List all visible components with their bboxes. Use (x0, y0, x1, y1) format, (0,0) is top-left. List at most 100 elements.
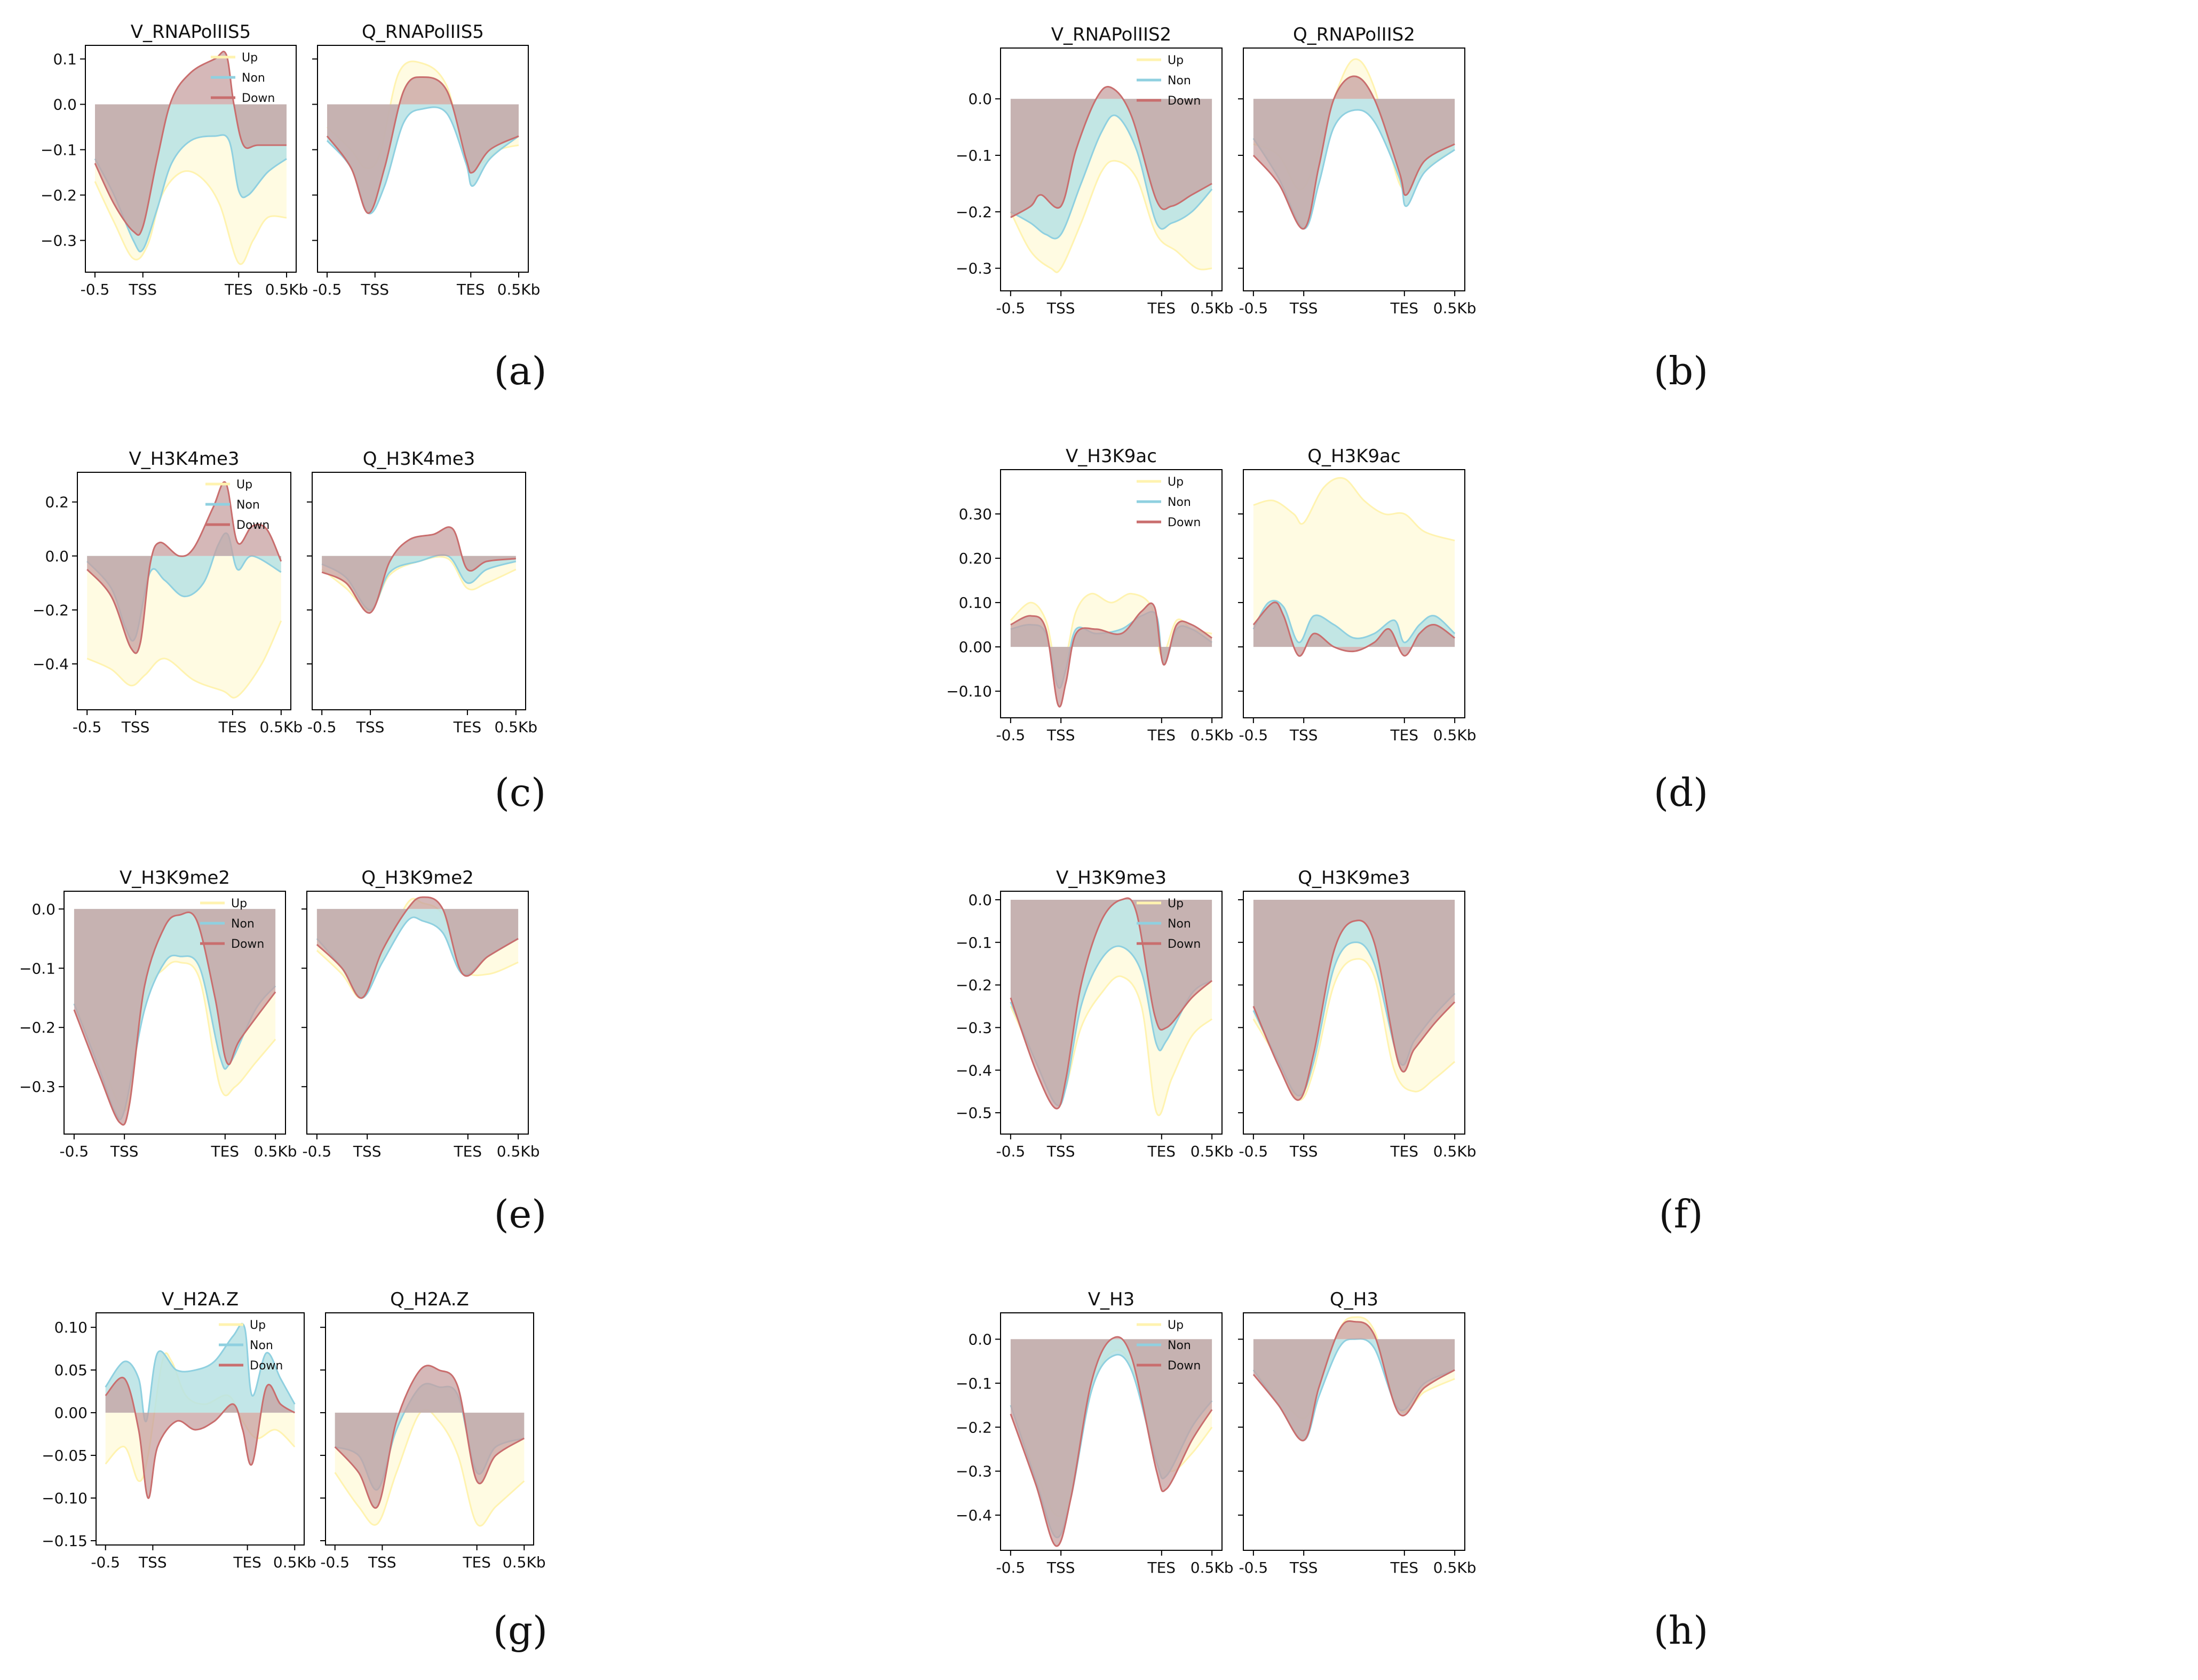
x-tick-label: -0.5 (60, 1143, 89, 1160)
panel-V_RNAPolIIS5: V_RNAPolIIS5 -0.5 TSS TES 0.5Kb 0.1 0.0 −0.1 −0.… (41, 21, 308, 298)
x-tick-label: TES (1147, 726, 1176, 744)
y-tick-label: −0.3 (41, 232, 77, 250)
panel-V_H3: V_H3 -0.5 TSS TES 0.5Kb 0.0 −0.1 −0.2 −0.3 −0.4 Up… (956, 1289, 1233, 1576)
y-tick-label: −0.4 (956, 1061, 992, 1079)
axes-frame (1000, 1312, 1223, 1551)
area-down (1010, 1337, 1212, 1547)
area-down (327, 77, 519, 213)
x-tick-label: 0.5Kb (497, 1143, 540, 1160)
y-tick-label: 0.10 (54, 1319, 88, 1336)
legend: Up Non Down (1137, 1319, 1201, 1373)
legend-label-down: Down (1168, 516, 1201, 529)
panel-title: V_H2A.Z (162, 1289, 239, 1310)
panel-title: V_H3 (1088, 1289, 1134, 1310)
panel-Q_H3K9ac: Q_H3K9ac -0.5 TSS TES 0.5Kb (1238, 446, 1476, 744)
line-non (1252, 599, 1456, 644)
line-down (316, 896, 519, 999)
panel-V_RNAPolIIS2: V_RNAPolIIS2 -0.5 TSS TES 0.5Kb 0.0 −0.1 −0.2 −0… (956, 24, 1233, 317)
x-tick-label: TSS (1046, 1143, 1075, 1160)
x-tick-label: -0.5 (996, 1559, 1026, 1576)
x-tick-label: 0.5Kb (1191, 299, 1234, 317)
x-tick-label: 0.5Kb (1433, 726, 1477, 744)
x-tick-label: TES (211, 1143, 240, 1160)
axes-frame (317, 45, 529, 273)
legend-label-down: Down (236, 519, 269, 532)
y-tick-label: −0.3 (956, 1019, 992, 1036)
line-down (1010, 1336, 1213, 1547)
x-tick-label: TSS (368, 1554, 396, 1571)
area-down (1253, 900, 1455, 1100)
area-down (335, 1365, 525, 1508)
axes-frame (306, 891, 529, 1135)
x-tick-label: -0.5 (320, 1554, 350, 1571)
legend: Up Non Down (219, 1319, 283, 1373)
y-tick-label: 0.0 (53, 96, 77, 114)
axes-frame (1000, 891, 1223, 1135)
line-up (94, 170, 287, 265)
y-tick-label: 0.0 (31, 900, 55, 918)
y-tick-label: 0.0 (968, 891, 992, 909)
panel-title: Q_H3K9me3 (1298, 867, 1410, 889)
axes-frame (64, 891, 286, 1135)
x-tick-label: TES (218, 718, 247, 736)
legend-label-down: Down (1168, 1359, 1201, 1373)
legend-label-non: Non (1168, 74, 1191, 88)
subfigure-label: (c) (495, 770, 546, 815)
x-tick-label: TSS (1046, 1559, 1075, 1576)
line-down (334, 1365, 525, 1509)
x-tick-label: TES (462, 1554, 491, 1571)
x-tick-label: -0.5 (81, 281, 110, 298)
line-down (1252, 601, 1455, 657)
legend-label-down: Down (1168, 94, 1201, 108)
legend: Up Non Down (1137, 476, 1201, 529)
area-down (1253, 76, 1455, 229)
panel-title: Q_H3K9me2 (361, 867, 474, 889)
line-down (105, 1376, 296, 1499)
x-tick-label: 0.5Kb (1433, 299, 1477, 317)
legend-label-non: Non (1168, 496, 1191, 509)
panel-title: Q_H2A.Z (390, 1289, 469, 1310)
subfigure-label: (e) (494, 1192, 547, 1237)
line-down (1010, 603, 1212, 708)
x-tick-label: TSS (1046, 726, 1075, 744)
legend-label-up: Up (231, 897, 247, 910)
legend-label-up: Up (1168, 1319, 1184, 1332)
x-tick-label: 0.5Kb (1433, 1559, 1477, 1576)
panel-V_H3K9ac: V_H3K9ac -0.5 TSS TES 0.5Kb 0.30 0.20 0.10 0.00 −… (946, 446, 1233, 744)
legend-label-up: Up (250, 1319, 266, 1332)
panel-Q_H3: Q_H3 -0.5 TSS TES 0.5Kb (1238, 1289, 1476, 1576)
chart-6: V_H2A.Z -0.5 TSS TES 0.5Kb 0.10 0.05 0.00 −0.05 −… (42, 1289, 547, 1653)
panel-Q_H3K4me3: Q_H3K4me3 -0.5 TSS TES 0.5Kb (307, 448, 537, 736)
area-non (105, 1324, 295, 1422)
legend-label-non: Non (250, 1339, 273, 1352)
panel-V_H3K9me3: V_H3K9me3 -0.5 TSS TES 0.5Kb 0.0 −0.1 −0.2 −0.3 −… (956, 867, 1233, 1160)
y-tick-label: −0.2 (19, 1019, 55, 1036)
subfigure-label: (h) (1654, 1608, 1709, 1653)
panel-title: V_H3K9me3 (1056, 867, 1167, 889)
axes-frame (1243, 47, 1465, 291)
area-down (1010, 898, 1212, 1109)
x-tick-label: -0.5 (91, 1554, 120, 1571)
x-tick-label: 0.5Kb (273, 1554, 316, 1571)
y-tick-label: −0.2 (33, 601, 69, 619)
x-tick-label: TES (233, 1554, 261, 1571)
panel-V_H3K9me2: V_H3K9me2 -0.5 TSS TES 0.5Kb 0.0 −0.1 −0.2 −0.3 U… (19, 867, 297, 1160)
chart-7: V_H3 -0.5 TSS TES 0.5Kb 0.0 −0.1 −0.2 −0.3 −0.4 Up… (956, 1289, 1708, 1653)
chart-3: V_H3K9ac -0.5 TSS TES 0.5Kb 0.30 0.20 0.10 0.00 −… (946, 446, 1708, 815)
legend: Up Non Down (211, 51, 275, 105)
line-down (94, 51, 287, 236)
x-tick-label: TSS (356, 718, 385, 736)
x-tick-label: 0.5Kb (503, 1554, 546, 1571)
x-tick-label: 0.5Kb (497, 281, 541, 298)
x-tick-label: -0.5 (996, 726, 1026, 744)
panel-V_H2A.Z: V_H2A.Z -0.5 TSS TES 0.5Kb 0.10 0.05 0.00 −0.05 −… (42, 1289, 316, 1571)
x-tick-label: -0.5 (313, 281, 342, 298)
x-tick-label: TES (1147, 299, 1176, 317)
legend: Up Non Down (205, 478, 269, 532)
legend-label-non: Non (242, 72, 265, 85)
panel-title: V_H3K4me3 (129, 448, 239, 470)
chart-2: V_H3K4me3 -0.5 TSS TES 0.5Kb 0.2 0.0 −0.2 −0.4 Up… (33, 448, 546, 815)
x-tick-label: TES (1147, 1559, 1176, 1576)
panel-title: Q_H3 (1330, 1289, 1378, 1310)
